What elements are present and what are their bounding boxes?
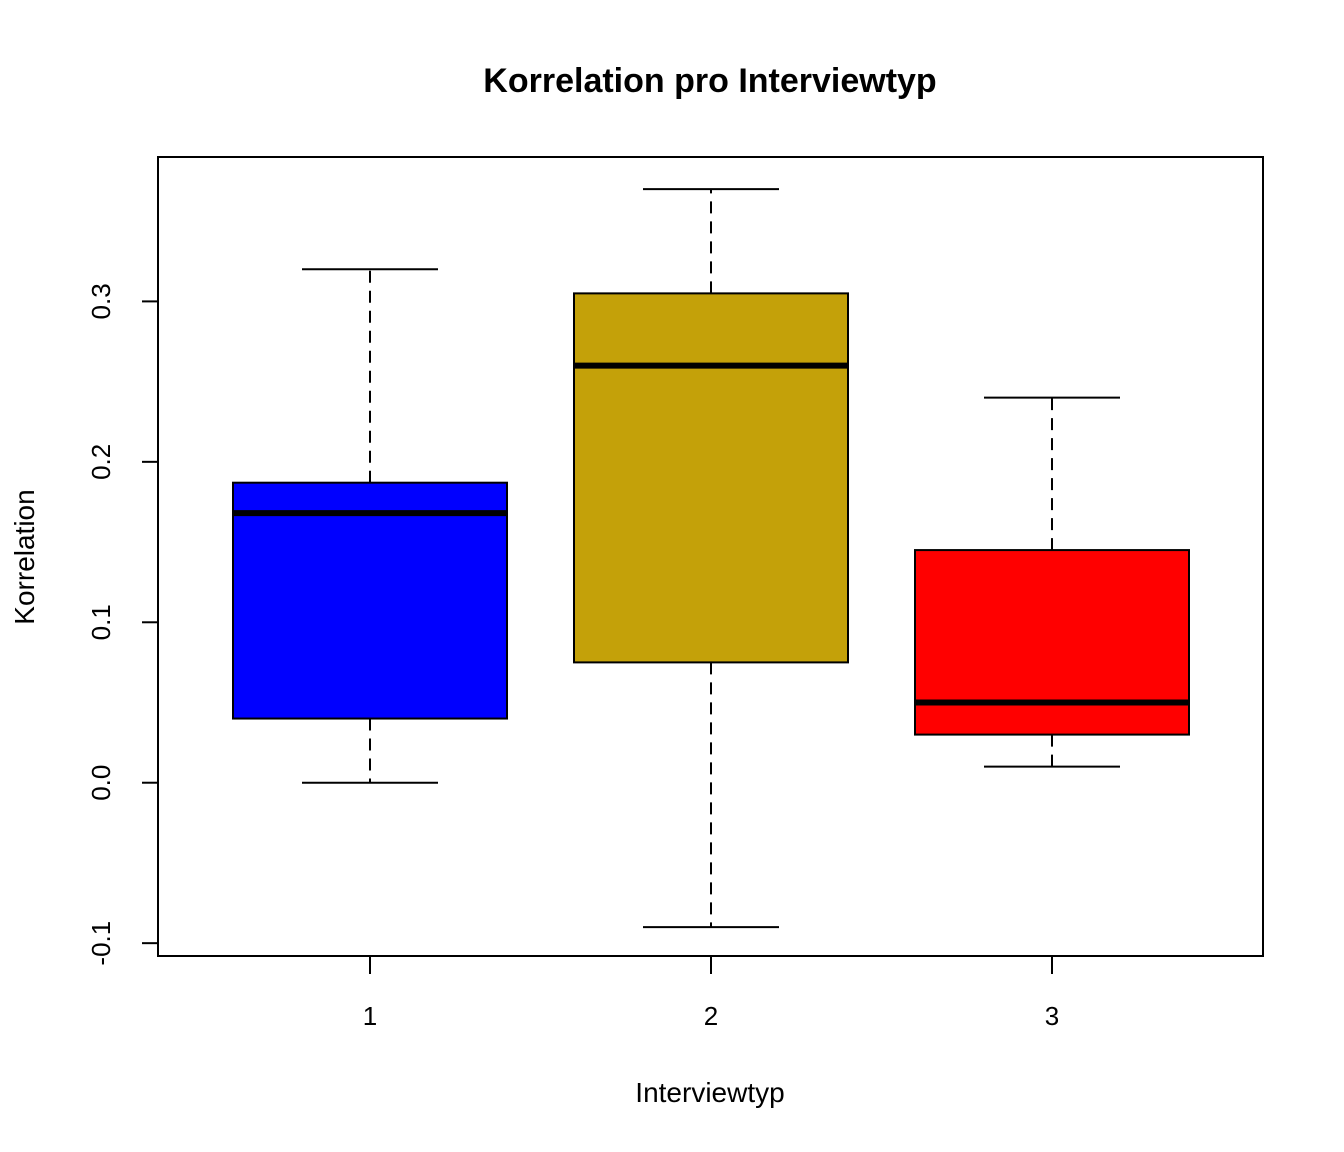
y-axis-label: Korrelation [9, 489, 40, 624]
x-tick-label: 3 [1045, 1001, 1059, 1031]
y-tick-label: 0.1 [86, 604, 116, 640]
box-series [232, 188, 1190, 929]
x-tick-label: 2 [704, 1001, 718, 1031]
y-tick-label: 0.2 [86, 444, 116, 480]
y-axis: -0.1 0.0 0.1 0.2 0.3 [86, 283, 159, 966]
box-group-2 [573, 188, 849, 929]
x-axis: 1 2 3 [363, 955, 1059, 1031]
y-tick-label: 0.0 [86, 765, 116, 801]
x-tick-label: 1 [363, 1001, 377, 1031]
box-group-3 [914, 396, 1190, 768]
iqr-box [232, 481, 508, 720]
chart-title: Korrelation pro Interviewtyp [483, 62, 936, 100]
box-group-1 [232, 268, 508, 784]
iqr-box [573, 292, 849, 664]
y-tick-label: 0.3 [86, 283, 116, 319]
iqr-box [914, 549, 1190, 736]
x-axis-label: Interviewtyp [635, 1077, 784, 1108]
y-tick-label: -0.1 [86, 921, 116, 966]
